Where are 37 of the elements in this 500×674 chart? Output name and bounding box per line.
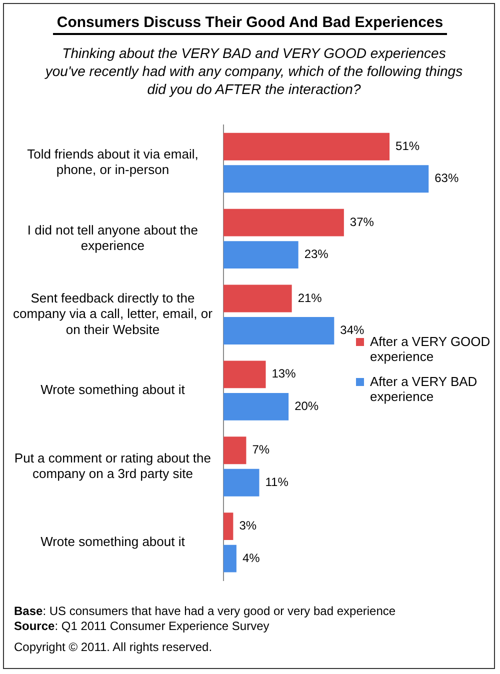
data-label: 13% [272,366,296,381]
y-tick-label: Wrote something about it [40,534,186,550]
data-label: 20% [294,399,319,414]
bar [223,241,298,269]
bar [223,436,246,464]
bar [223,132,390,160]
bar [223,317,334,344]
legend-label: After a VERY BAD experience [370,374,478,404]
text: Base: US consumers that have had a very good or very bad experience [14,604,396,619]
data-label: 21% [298,290,322,305]
bar [223,208,344,236]
data-label: 63% [434,171,459,186]
chart-subtitle: Thinking about the VERY BAD and VERY GOOD experiences you've recently had with any company, which of the following things did you do AFTER the interaction? [44,44,464,98]
source-note: Source: Q1 2011 Consumer Experience Survey [14,619,270,634]
data-label: 3% [239,518,257,533]
bar [223,468,260,496]
y-tick-label: I did not tell anyone about the experience [27,222,198,254]
bar [223,360,266,388]
bar [223,512,234,540]
legend-label: After a VERY GOOD experience [370,334,491,364]
y-tick-label: Put a comment or rating about the company on a 3rd party site [14,450,211,481]
bar [223,284,292,312]
data-label: 7% [252,442,270,457]
data-label: 37% [350,214,374,229]
bar [223,165,429,193]
y-tick-label: Sent feedback directly to the company via a call, letter, email, or on their Website [13,290,214,337]
data-label: 11% [265,474,289,489]
bar [223,544,236,572]
y-tick-label: Told friends about it via email, phone, or in-person [27,146,198,178]
bar [223,392,289,420]
text: Copyright © 2011. All rights reserved. [14,640,214,655]
data-label: 34% [340,323,365,338]
data-label: 51% [396,138,420,153]
data-label: 4% [242,550,260,565]
data-label: 23% [304,247,329,262]
y-tick-label: Wrote something about it [40,382,186,398]
chart-title: Consumers Discuss Their Good And Bad Experiences [52,14,448,35]
